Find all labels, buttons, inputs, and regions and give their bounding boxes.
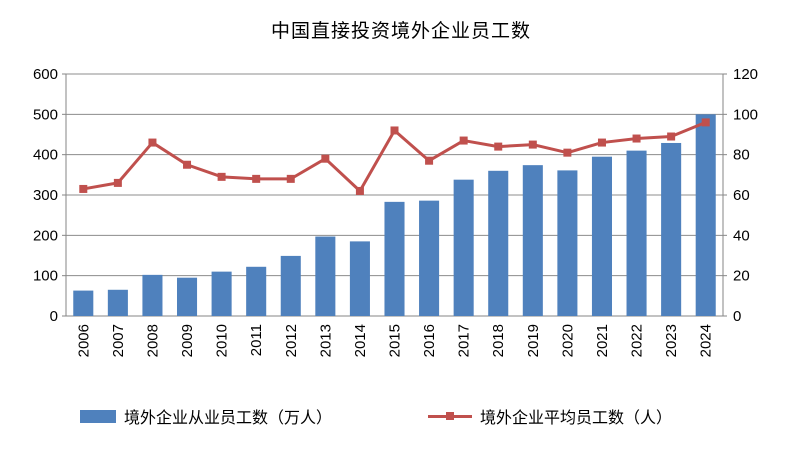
bar: [246, 266, 267, 316]
line-point: [113, 178, 122, 187]
x-tick-label: 2010: [214, 324, 231, 357]
line-point: [390, 126, 399, 135]
x-tick-label: 2015: [387, 324, 404, 357]
bar: [557, 170, 578, 316]
x-tick-label: 2011: [248, 324, 265, 356]
x-tick-label: 2014: [352, 324, 369, 357]
x-tick-label: 2020: [559, 324, 576, 357]
legend-bar-label: 境外企业从业员工数（万人）: [124, 408, 333, 427]
bar: [142, 274, 163, 316]
x-tick-label: 2017: [456, 324, 473, 357]
line-point: [494, 142, 503, 151]
y-right-tick-label: 100: [733, 106, 758, 123]
line-point: [425, 156, 434, 165]
x-tick-label: 2018: [490, 324, 507, 357]
legend-line-swatch: [428, 409, 472, 423]
line-point: [563, 148, 572, 157]
y-left-tick-label: 400: [33, 147, 58, 164]
line-point: [701, 118, 710, 127]
line-point: [321, 154, 330, 163]
x-tick-label: 2009: [179, 324, 196, 357]
bar: [522, 165, 543, 316]
x-tick-label: 2023: [663, 324, 680, 357]
bar: [453, 179, 474, 316]
line-point: [597, 138, 606, 147]
y-right-tick-label: 120: [733, 66, 758, 83]
bar: [73, 290, 94, 316]
line-point: [528, 140, 537, 149]
x-tick-label: 2013: [317, 324, 334, 357]
bar: [591, 156, 613, 316]
line-point: [148, 138, 157, 147]
line-point: [632, 134, 641, 143]
line-point: [355, 186, 364, 195]
line-point: [183, 160, 192, 169]
y-right-tick-label: 60: [733, 187, 750, 204]
x-tick-label: 2016: [421, 324, 438, 357]
x-tick-label: 2021: [594, 324, 611, 357]
chart-title: 中国直接投资境外企业员工数: [270, 20, 531, 42]
legend-item-line: 境外企业平均员工数（人）: [428, 404, 672, 428]
bar: [626, 150, 647, 316]
y-right-tick-label: 0: [733, 308, 741, 325]
y-left-tick-label: 600: [33, 66, 58, 83]
y-left-tick-label: 500: [33, 106, 58, 123]
y-right-tick-label: 80: [733, 147, 750, 164]
bar: [488, 170, 509, 316]
bar: [211, 271, 232, 316]
bar: [695, 114, 716, 316]
bar: [661, 142, 682, 316]
x-tick-label: 2012: [283, 324, 300, 357]
y-right-tick-label: 20: [733, 268, 750, 285]
legend-bar-swatch: [80, 409, 116, 423]
y-left-tick-label: 0: [50, 308, 58, 325]
x-tick-label: 2019: [525, 324, 542, 357]
bar: [384, 201, 405, 316]
bar: [176, 277, 198, 316]
y-left-tick-label: 100: [33, 268, 58, 285]
line-point: [79, 184, 88, 193]
x-tick-label: 2022: [629, 324, 646, 357]
y-left-tick-label: 200: [33, 227, 58, 244]
x-tick-label: 2007: [110, 324, 127, 357]
line-point: [459, 136, 468, 145]
x-tick-label: 2024: [698, 324, 715, 357]
y-left-tick-label: 300: [33, 187, 58, 204]
line-point: [667, 132, 676, 141]
y-right-tick-label: 40: [733, 227, 750, 244]
x-tick-label: 2008: [144, 324, 161, 357]
bar: [280, 255, 301, 316]
bar: [349, 241, 370, 316]
line-point: [217, 172, 226, 181]
x-tick-label: 2006: [75, 324, 92, 357]
bar: [419, 200, 440, 316]
legend-item-bars: 境外企业从业员工数（万人）: [80, 404, 332, 428]
line-point: [252, 174, 261, 183]
legend-line-label: 境外企业平均员工数（人）: [480, 408, 673, 427]
line-point: [286, 174, 295, 183]
bar: [107, 289, 128, 316]
bar: [315, 236, 336, 316]
